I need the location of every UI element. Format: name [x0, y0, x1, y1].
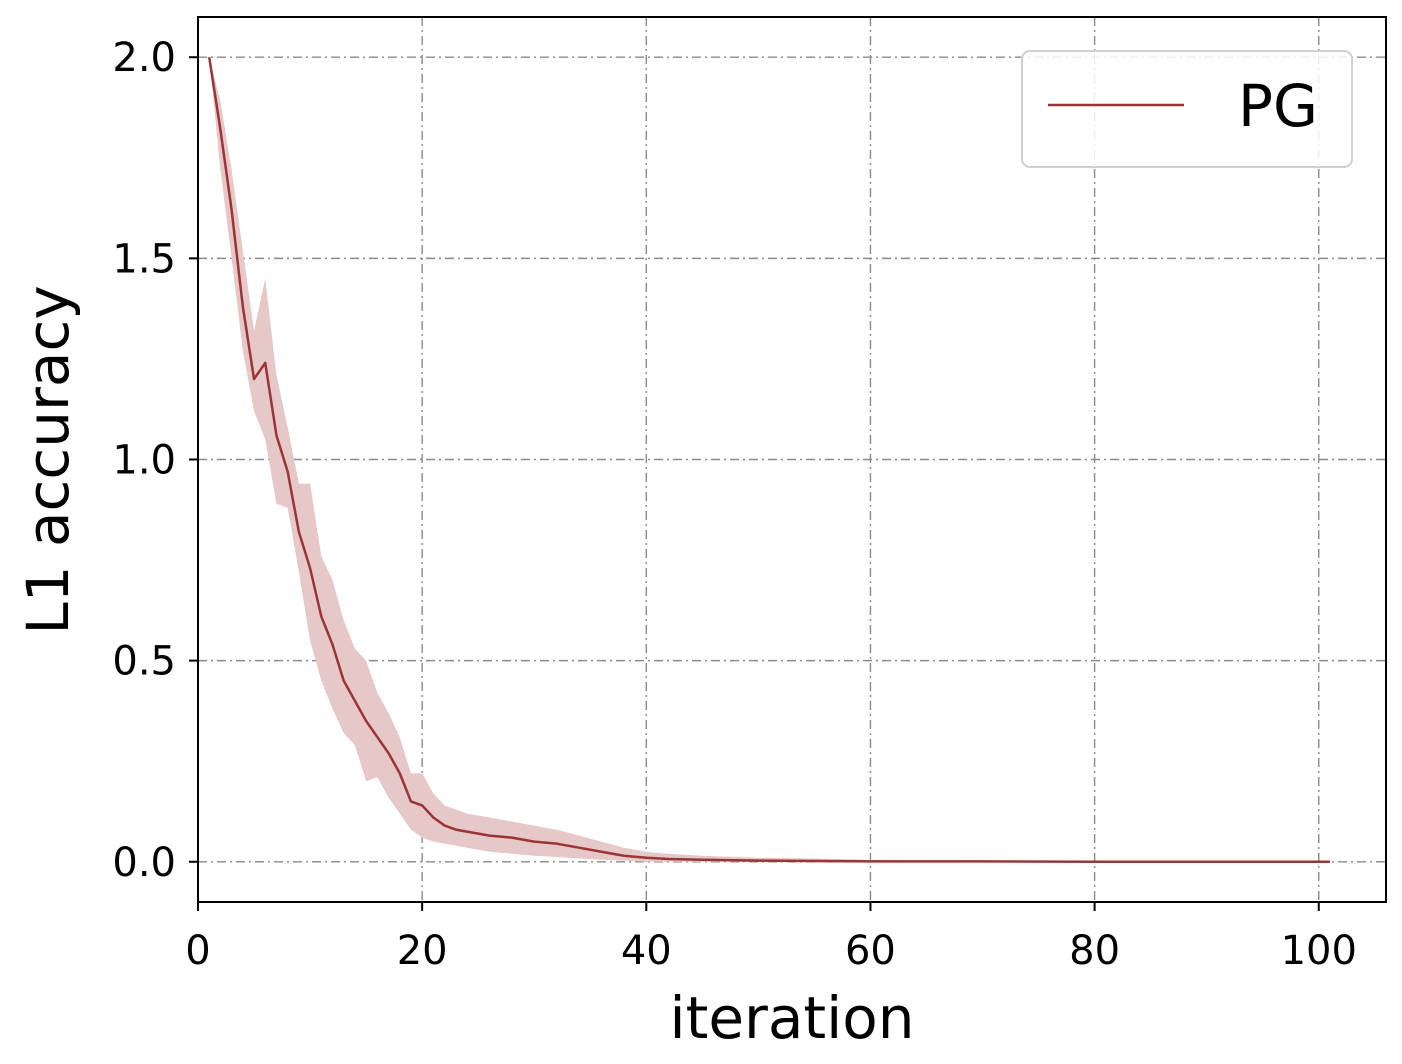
x-tick-label: 60	[845, 928, 896, 974]
series-line-pg	[207, 57, 1330, 864]
y-tick-label: 0.5	[112, 639, 176, 685]
y-axis-label: L1 accuracy	[14, 285, 82, 634]
y-tick-label: 2.0	[112, 35, 176, 81]
x-axis-ticks: 0 20 40 60 80 100	[185, 902, 1357, 974]
x-tick-label: 80	[1069, 928, 1120, 974]
legend-box	[1021, 50, 1353, 168]
legend: PG	[1021, 50, 1353, 168]
x-tick-label: 20	[397, 928, 448, 974]
x-tick-label: 0	[185, 928, 210, 974]
y-tick-label: 0.0	[112, 840, 176, 886]
y-axis-ticks: 0.0 0.5 1.0 1.5 2.0	[112, 35, 198, 886]
y-tick-label: 1.0	[112, 438, 176, 484]
x-axis-label: iteration	[669, 984, 914, 1052]
x-tick-label: 100	[1281, 928, 1357, 974]
series-line-layer	[207, 57, 1330, 864]
legend-entry-pg: PG	[1238, 72, 1318, 140]
y-tick-label: 1.5	[112, 236, 176, 282]
x-tick-label: 40	[621, 928, 672, 974]
